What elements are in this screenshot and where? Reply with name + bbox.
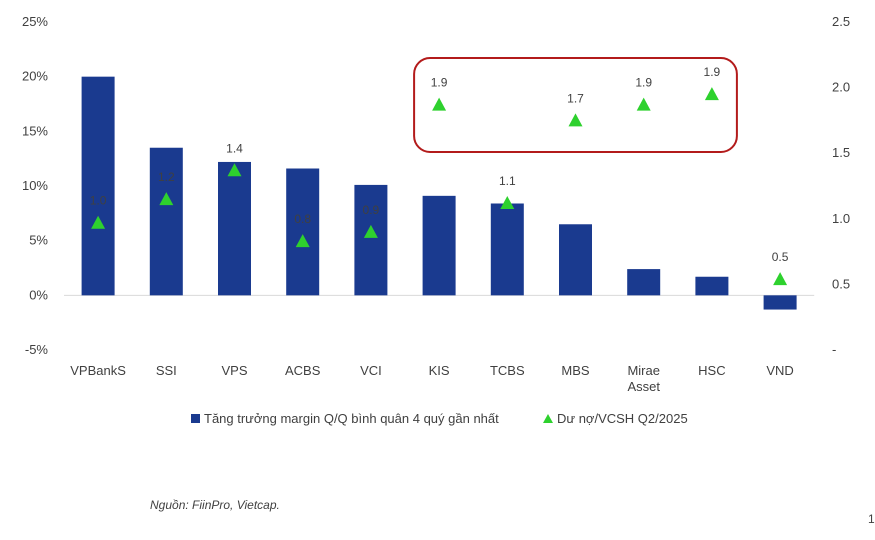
marker-mirae-asset <box>636 97 651 111</box>
bar-series <box>64 76 815 310</box>
bar-vci <box>354 184 388 296</box>
y-left-tick-label: 15% <box>22 123 48 138</box>
legend-marker-label: Dư nợ/VCSH Q2/2025 <box>557 411 688 426</box>
y-right-tick-label: 2.0 <box>832 80 850 95</box>
marker-data-label: 1.4 <box>226 141 243 155</box>
marker-data-label: 0.8 <box>294 212 311 226</box>
source-note: Nguồn: FiinPro, Vietcap. <box>150 498 280 512</box>
y-left-tick-label: 0% <box>29 287 48 302</box>
y-left-tick-label: -5% <box>25 342 49 357</box>
marker-ssi <box>159 192 174 206</box>
bar-vps <box>218 161 251 296</box>
y-right-tick-label: 2.5 <box>832 14 850 29</box>
marker-hsc <box>704 87 719 101</box>
x-tick-label: ACBS <box>285 363 321 378</box>
y-right-tick-label: 0.5 <box>832 276 850 291</box>
marker-data-label: 1.9 <box>431 76 448 90</box>
x-tick-label: Mirae Asset <box>627 363 660 394</box>
legend-bar-swatch <box>191 414 200 423</box>
marker-vnd <box>773 272 788 286</box>
page-number: 1 <box>868 512 875 526</box>
y-left-tick-label: 10% <box>22 178 48 193</box>
y-right-tick-label: - <box>832 342 836 357</box>
y-left-tick-label: 20% <box>22 69 48 84</box>
bar-vpbanks <box>81 76 115 296</box>
marker-data-label: 1.0 <box>90 194 107 208</box>
y-left-tick-label: 25% <box>22 14 48 29</box>
highlight-box <box>413 57 738 153</box>
bar-mbs <box>559 224 592 296</box>
x-tick-label: VND <box>766 363 793 378</box>
x-axis: VPBankS SSI VPS ACBS VCI KIS TCBS MBS Mirae Asset… <box>70 363 794 394</box>
marker-data-label: 1.7 <box>567 91 584 105</box>
marker-data-label: 1.2 <box>158 170 175 184</box>
bar-acbs <box>286 168 320 296</box>
bar-tcbs <box>490 203 524 296</box>
x-tick-label: TCBS <box>490 363 525 378</box>
legend-marker-swatch <box>543 414 553 423</box>
bar-kis <box>422 195 456 296</box>
marker-tcbs <box>500 196 515 210</box>
marker-data-label: 0.5 <box>772 250 789 264</box>
x-tick-label: SSI <box>156 363 177 378</box>
y-axis-right: 2.5 2.0 1.5 1.0 0.5 - <box>832 14 850 357</box>
marker-vci <box>363 224 378 238</box>
x-tick-label: VPBankS <box>70 363 126 378</box>
x-tick-label: HSC <box>698 363 725 378</box>
bar-mirae-asset <box>627 269 661 296</box>
legend: Tăng trưởng margin Q/Q bình quân 4 quý g… <box>191 411 688 426</box>
marker-mbs <box>568 113 583 127</box>
legend-bar-label: Tăng trưởng margin Q/Q bình quân 4 quý g… <box>204 411 499 426</box>
bar-ssi <box>149 147 183 296</box>
marker-data-label: 1.9 <box>704 65 721 79</box>
marker-series: 1.0 1.2 1.4 0.8 0.9 1.9 1.1 1.7 1.9 1.9 0.5 <box>90 65 789 286</box>
highlight-box-group <box>413 57 738 153</box>
marker-data-label: 0.9 <box>363 203 380 217</box>
marker-vps <box>227 163 242 177</box>
y-right-tick-label: 1.0 <box>832 211 850 226</box>
y-axis-left: 25% 20% 15% 10% 5% 0% -5% <box>22 14 48 357</box>
marker-kis <box>432 97 447 111</box>
x-tick-label: MBS <box>561 363 590 378</box>
y-left-tick-label: 5% <box>29 233 48 248</box>
bar-vnd <box>763 295 797 310</box>
x-tick-label: VCI <box>360 363 382 378</box>
marker-vpbanks <box>91 215 106 229</box>
y-right-tick-label: 1.5 <box>832 145 850 160</box>
marker-acbs <box>295 234 310 248</box>
x-tick-label: KIS <box>429 363 450 378</box>
bar-hsc <box>695 276 729 296</box>
marker-data-label: 1.9 <box>635 76 652 90</box>
marker-data-label: 1.1 <box>499 174 516 188</box>
x-tick-label: VPS <box>221 363 247 378</box>
